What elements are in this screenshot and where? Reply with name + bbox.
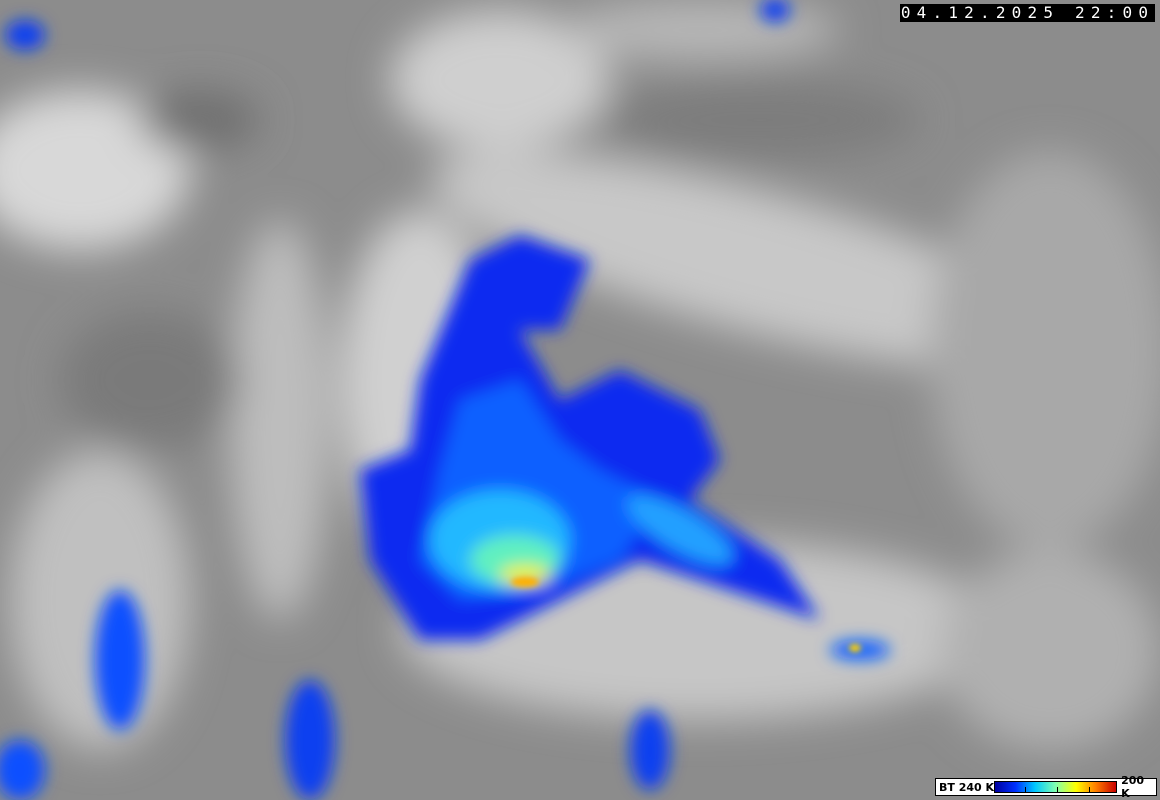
colorbar-tick: [1089, 787, 1091, 792]
colorbar-tick: [1057, 787, 1059, 792]
colorbar-gradient: [994, 781, 1118, 793]
convective-storm: [0, 0, 890, 800]
timestamp-label: 04.12.2025 22:00: [900, 3, 1155, 22]
colorbar-legend: BT 240 K 200 K: [935, 774, 1157, 800]
colorbar-min-label: BT 240 K: [939, 780, 995, 794]
colorbar-max-label: 200 K: [1121, 774, 1145, 800]
colorbar-tick: [1025, 787, 1027, 792]
